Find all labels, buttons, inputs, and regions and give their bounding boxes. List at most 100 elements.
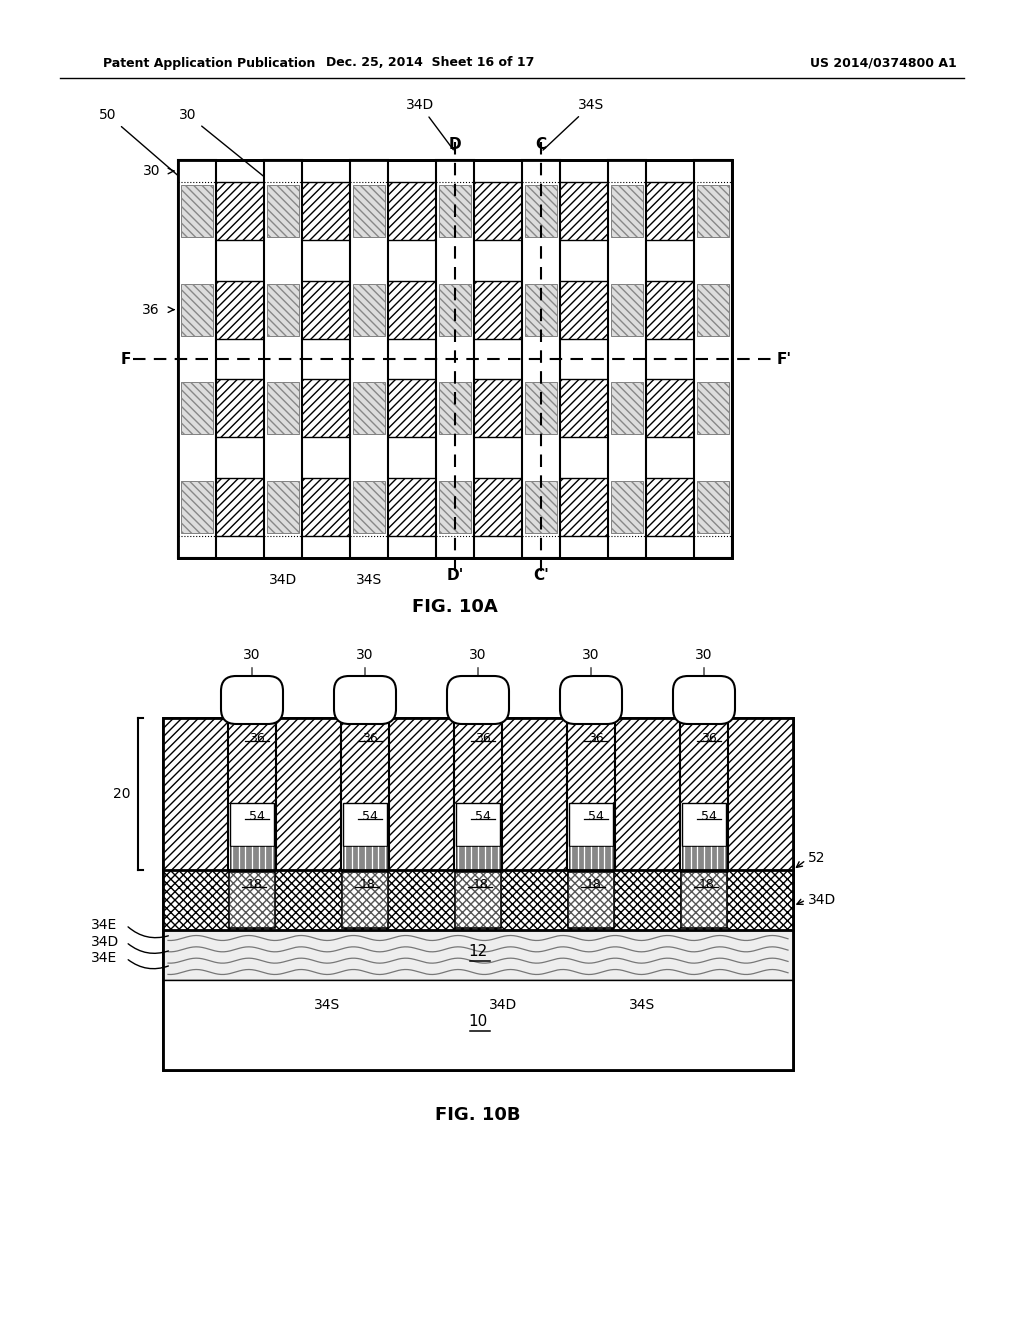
Bar bbox=[611, 383, 643, 434]
Bar bbox=[525, 383, 557, 434]
Bar bbox=[181, 185, 213, 238]
Bar bbox=[439, 480, 471, 533]
Bar bbox=[181, 185, 213, 238]
Bar bbox=[163, 931, 793, 979]
Text: 52: 52 bbox=[808, 851, 825, 865]
FancyBboxPatch shape bbox=[447, 676, 509, 723]
Text: 36: 36 bbox=[249, 733, 264, 744]
Bar bbox=[697, 284, 729, 335]
Bar bbox=[682, 846, 726, 870]
Text: 34S: 34S bbox=[543, 98, 604, 150]
Text: 12: 12 bbox=[468, 945, 487, 960]
Bar bbox=[611, 480, 643, 533]
Text: D': D' bbox=[446, 568, 464, 583]
Bar bbox=[353, 480, 385, 533]
Text: 54: 54 bbox=[361, 810, 378, 824]
Bar bbox=[682, 873, 726, 927]
Text: 30: 30 bbox=[695, 648, 713, 680]
Bar bbox=[353, 383, 385, 434]
Bar bbox=[267, 383, 299, 434]
Bar bbox=[697, 185, 729, 238]
Bar bbox=[181, 383, 213, 434]
Bar bbox=[267, 284, 299, 335]
Bar bbox=[163, 870, 228, 931]
Bar bbox=[178, 281, 732, 339]
Bar bbox=[681, 873, 727, 928]
Text: 34D: 34D bbox=[91, 935, 119, 949]
Text: 30: 30 bbox=[142, 164, 160, 178]
Bar bbox=[697, 480, 729, 533]
Text: 18: 18 bbox=[359, 878, 376, 891]
Text: 34D: 34D bbox=[269, 573, 297, 587]
Bar bbox=[181, 480, 213, 533]
Bar bbox=[178, 160, 732, 558]
Bar bbox=[353, 284, 385, 335]
Bar bbox=[455, 719, 501, 804]
Bar bbox=[455, 873, 501, 928]
Bar bbox=[163, 870, 793, 931]
Bar bbox=[178, 160, 732, 558]
Bar bbox=[436, 160, 474, 558]
Bar bbox=[611, 383, 643, 434]
Text: 34S: 34S bbox=[629, 998, 655, 1012]
Bar bbox=[611, 185, 643, 238]
Bar bbox=[230, 873, 274, 927]
Bar bbox=[230, 846, 274, 870]
Bar bbox=[181, 383, 213, 434]
Bar bbox=[697, 480, 729, 533]
Bar bbox=[267, 480, 299, 533]
Text: 30: 30 bbox=[179, 108, 281, 190]
Bar bbox=[178, 379, 732, 437]
Text: 36: 36 bbox=[475, 733, 490, 744]
Bar bbox=[267, 185, 299, 238]
Bar bbox=[267, 185, 299, 238]
Bar bbox=[267, 480, 299, 533]
Text: F': F' bbox=[776, 351, 792, 367]
Bar bbox=[163, 718, 793, 1071]
Bar bbox=[454, 718, 502, 870]
Bar bbox=[439, 284, 471, 335]
Text: 34E: 34E bbox=[91, 917, 118, 932]
Bar bbox=[178, 160, 216, 558]
Bar bbox=[439, 185, 471, 238]
Text: 36: 36 bbox=[142, 302, 160, 317]
Text: 18: 18 bbox=[247, 878, 262, 891]
Text: 54: 54 bbox=[249, 810, 265, 824]
Bar bbox=[525, 185, 557, 238]
Bar bbox=[681, 719, 727, 804]
Bar bbox=[178, 478, 732, 536]
Bar bbox=[343, 803, 387, 846]
Bar bbox=[163, 979, 793, 1071]
Bar bbox=[439, 383, 471, 434]
Bar bbox=[178, 379, 732, 437]
Text: 30: 30 bbox=[356, 648, 374, 680]
Bar bbox=[525, 480, 557, 533]
Bar bbox=[342, 873, 388, 928]
Text: 50: 50 bbox=[99, 108, 195, 190]
Bar bbox=[178, 478, 732, 536]
Bar bbox=[611, 185, 643, 238]
Bar bbox=[178, 182, 732, 240]
Text: FIG. 10A: FIG. 10A bbox=[412, 598, 498, 616]
Text: F: F bbox=[121, 351, 131, 367]
Bar bbox=[615, 870, 680, 931]
Text: 30: 30 bbox=[583, 648, 600, 680]
Text: US 2014/0374800 A1: US 2014/0374800 A1 bbox=[810, 57, 956, 70]
Bar bbox=[439, 185, 471, 238]
Bar bbox=[525, 185, 557, 238]
Bar bbox=[228, 718, 276, 870]
Bar bbox=[353, 185, 385, 238]
Bar bbox=[181, 284, 213, 335]
Bar bbox=[163, 870, 793, 931]
Text: 34D: 34D bbox=[489, 998, 517, 1012]
Bar bbox=[694, 160, 732, 558]
Text: 34S: 34S bbox=[356, 573, 382, 587]
Bar bbox=[611, 284, 643, 335]
Bar bbox=[267, 284, 299, 335]
Bar bbox=[456, 846, 500, 870]
FancyBboxPatch shape bbox=[221, 676, 283, 723]
Text: 18: 18 bbox=[586, 878, 601, 891]
Bar bbox=[178, 281, 732, 339]
Bar bbox=[230, 803, 274, 846]
Bar bbox=[178, 182, 732, 240]
